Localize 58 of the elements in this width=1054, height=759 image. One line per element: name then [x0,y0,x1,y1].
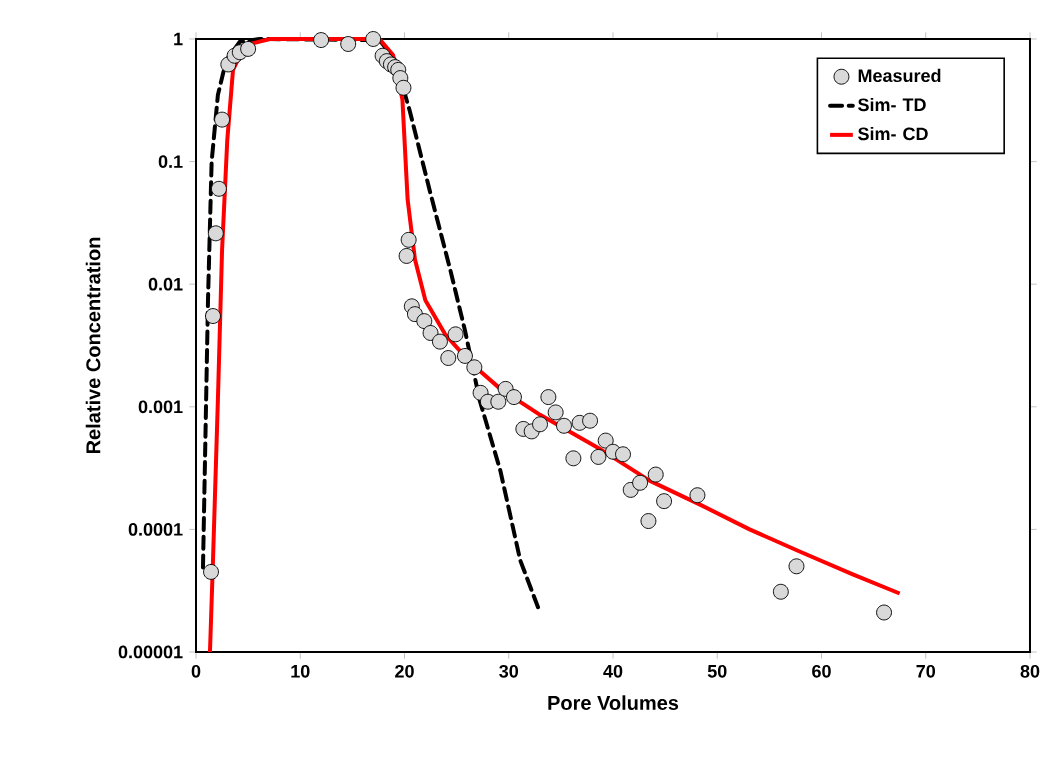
x-tick-label: 60 [812,664,831,678]
y-tick-label: 0.001 [138,400,183,414]
point [395,79,412,96]
x-tick-label: 70 [916,664,936,678]
point [432,333,448,350]
point [490,393,507,410]
point [615,446,631,463]
point [506,389,522,406]
point [365,31,382,47]
legend-label: Sim- TD [858,97,926,112]
point [565,450,582,467]
point [876,604,892,621]
point [422,325,439,341]
point [556,417,572,434]
point [398,248,415,264]
point [647,466,664,483]
point [532,416,548,433]
point [640,513,657,529]
x-tick-label: 20 [395,664,414,678]
y-tick-label: 0.1 [158,155,183,168]
point [211,180,227,197]
y-tick-label: 0.0001 [128,523,183,536]
x-axis-title: Pore Volumes [548,695,679,710]
point [240,40,257,57]
point [540,389,557,406]
point [590,448,607,465]
point [340,36,357,52]
x-tick-label: 80 [1020,664,1040,678]
point [582,412,598,429]
point [547,404,564,421]
y-tick-label: 0.00001 [118,645,183,659]
y-tick-label: 0.01 [148,277,183,291]
y-tick-label: 1 [174,32,183,46]
y-axis-title: Relative Concentration [85,237,101,454]
point [416,313,433,330]
x-tick-label: 30 [499,664,519,678]
point [214,111,230,128]
point [203,563,219,580]
x-tick-label: 0 [191,664,201,678]
point [466,359,483,376]
point [207,225,224,242]
point [656,493,673,510]
point [313,32,330,49]
point [447,326,464,343]
point [597,432,614,449]
point [689,487,706,504]
point [788,558,805,575]
legend-label: Sim- CD [858,127,928,141]
x-tick-label: 10 [291,664,310,678]
point [400,231,417,248]
legend-label: Measured [858,68,941,83]
point [772,583,789,600]
x-tick-label: 40 [603,664,623,678]
point [440,350,457,366]
point [205,308,221,324]
x-tick-label: 50 [707,664,727,678]
point [457,347,473,364]
point [632,474,649,491]
